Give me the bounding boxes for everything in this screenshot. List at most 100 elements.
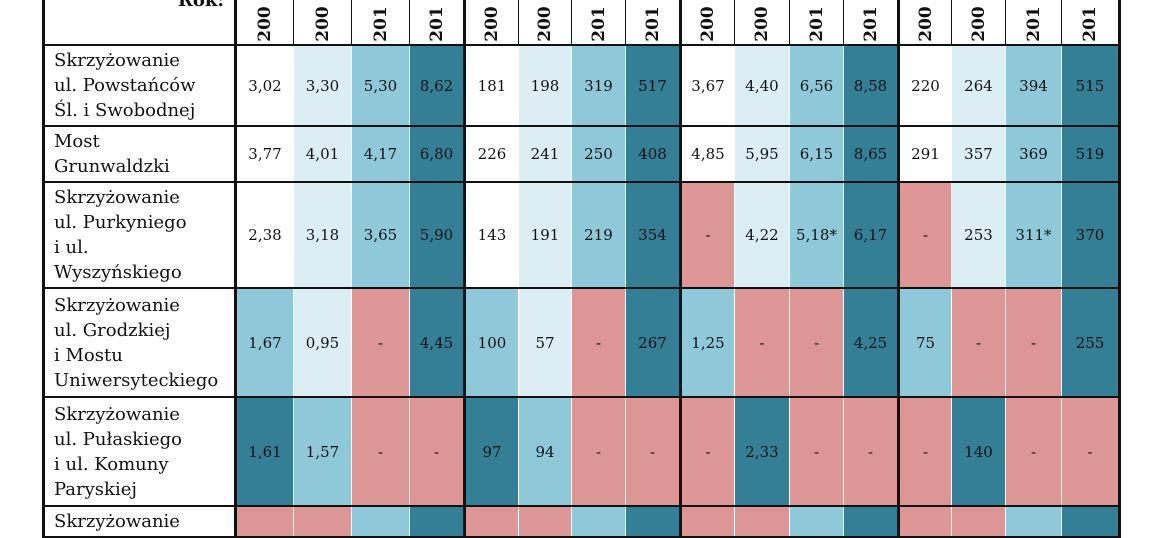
value-cell: 6,15: [789, 125, 844, 183]
year-label: 201: [426, 6, 447, 42]
location-line: i Mostu: [54, 344, 123, 366]
year-label: 200: [535, 6, 555, 42]
year-header-cell: 201: [789, 0, 844, 46]
value-cell: 6,80: [409, 125, 466, 183]
value-cell: 369: [1005, 125, 1062, 183]
value-cell: 4,17: [351, 125, 410, 183]
location-line: ul. Pułaskiego: [54, 428, 182, 450]
data-table: Rok: 200 200 201 201 200 200 201 201 200 200 201 201…: [42, 0, 1121, 538]
value-cell: 354: [625, 181, 682, 289]
value-cell: [1061, 505, 1121, 538]
value-cell: 4,40: [734, 44, 790, 127]
value-cell: 408: [625, 125, 682, 183]
value-cell: 1,67: [234, 287, 294, 398]
value-cell: [293, 505, 352, 538]
value-cell: [463, 505, 519, 538]
value-cell: 4,25: [843, 287, 900, 398]
value-cell: 319: [571, 44, 626, 127]
value-cell: -: [409, 396, 466, 507]
year-header-cell: 200: [463, 0, 519, 46]
value-cell: [734, 505, 790, 538]
table-row: Skrzyżowanie ul. Purkyniego i ul. Wyszyński…: [42, 181, 1121, 289]
value-cell: 5,95: [734, 125, 790, 183]
value-cell: 3,77: [234, 125, 294, 183]
year-label: 200: [915, 6, 936, 42]
value-cell: 94: [518, 396, 572, 507]
value-cell: 8,58: [843, 44, 900, 127]
year-header-cell: 201: [1061, 0, 1121, 46]
location-line: Skrzyżowanie: [54, 294, 180, 316]
value-cell: 311*: [1005, 181, 1062, 289]
location-line: i ul.: [54, 237, 89, 258]
year-header-cell: 200: [679, 0, 735, 46]
value-cell: [409, 505, 466, 538]
value-cell: 253: [951, 181, 1006, 289]
value-cell: 1,57: [293, 396, 352, 507]
year-label: 201: [642, 6, 663, 42]
year-header-label: Rok:: [42, 0, 237, 46]
value-cell: -: [951, 287, 1006, 398]
value-cell: 4,01: [293, 125, 352, 183]
year-label: 201: [1023, 6, 1044, 42]
value-cell: 0,95: [293, 287, 352, 398]
location-cell: Skrzyżowanie ul. Powstańców Śl. i Swobodne…: [42, 44, 237, 127]
value-cell: 5,30: [351, 44, 410, 127]
year-label: 200: [968, 6, 989, 42]
value-cell: 226: [463, 125, 519, 183]
table-row: Skrzyżowanie: [42, 505, 1121, 538]
year-label: 201: [588, 6, 609, 42]
value-cell: 97: [463, 396, 519, 507]
year-label: 200: [312, 6, 333, 42]
location-line: Wyszyńskiego: [54, 262, 182, 283]
value-cell: 515: [1061, 44, 1121, 127]
header-row: Rok: 200 200 201 201 200 200 201 201 200 200 201 201…: [42, 0, 1121, 46]
value-cell: 5,90: [409, 181, 466, 289]
location-line: Skrzyżowanie: [54, 187, 180, 208]
value-cell: 220: [897, 44, 952, 127]
value-cell: 191: [518, 181, 572, 289]
location-line: ul. Powstańców: [54, 75, 196, 96]
value-cell: -: [897, 181, 952, 289]
value-cell: 3,30: [293, 44, 352, 127]
year-label: 201: [806, 6, 827, 42]
value-cell: 219: [571, 181, 626, 289]
value-cell: -: [625, 396, 682, 507]
year-label: 201: [860, 6, 881, 42]
value-cell: 267: [625, 287, 682, 398]
year-header-cell: 200: [234, 0, 294, 46]
value-cell: 241: [518, 125, 572, 183]
value-cell: [1005, 505, 1062, 538]
value-cell: -: [1005, 287, 1062, 398]
value-cell: 8,62: [409, 44, 466, 127]
value-cell: -: [351, 287, 410, 398]
location-cell: Skrzyżowanie ul. Purkyniego i ul. Wyszyński…: [42, 181, 237, 289]
value-cell: [351, 505, 410, 538]
value-cell: 517: [625, 44, 682, 127]
value-cell: [951, 505, 1006, 538]
year-header-cell: 200: [293, 0, 352, 46]
value-cell: [518, 505, 572, 538]
year-label: 200: [255, 6, 275, 42]
year-header-cell: 201: [843, 0, 900, 46]
location-line: i ul. Komuny: [54, 453, 169, 475]
value-cell: [789, 505, 844, 538]
year-header-cell: 201: [571, 0, 626, 46]
year-header-cell: 200: [951, 0, 1006, 46]
value-cell: [234, 505, 294, 538]
year-header-cell: 200: [518, 0, 572, 46]
value-cell: 291: [897, 125, 952, 183]
value-cell: -: [789, 287, 844, 398]
value-cell: 370: [1061, 181, 1121, 289]
value-cell: 3,67: [679, 44, 735, 127]
value-cell: -: [1005, 396, 1062, 507]
table-row: Most Grunwaldzki 3,77 4,01 4,17 6,80 226 241 250…: [42, 125, 1121, 183]
value-cell: 75: [897, 287, 952, 398]
location-cell: Skrzyżowanie ul. Grodzkiej i Mostu Uniwersy…: [42, 287, 237, 398]
location-cell: Skrzyżowanie: [42, 505, 237, 538]
location-line: Śl. i Swobodnej: [54, 100, 196, 121]
value-cell: 140: [951, 396, 1006, 507]
value-cell: 1,25: [679, 287, 735, 398]
value-cell: 3,02: [234, 44, 294, 127]
location-line: Skrzyżowanie: [54, 511, 180, 532]
value-cell: 2,38: [234, 181, 294, 289]
